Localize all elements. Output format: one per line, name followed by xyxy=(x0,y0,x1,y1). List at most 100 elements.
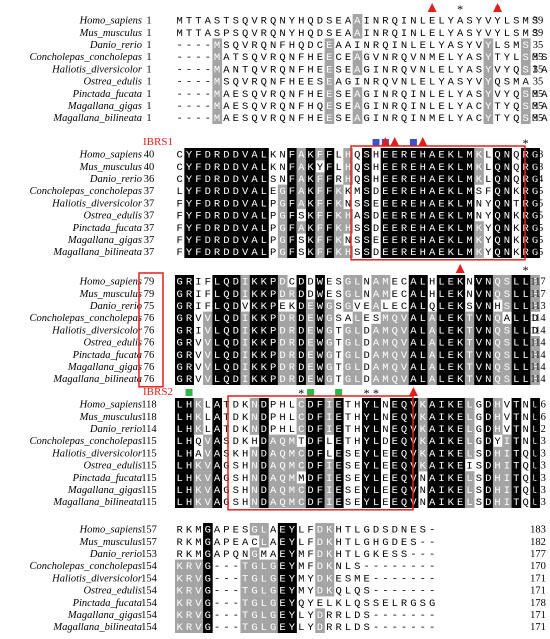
residue: R xyxy=(186,374,193,386)
residue: G xyxy=(177,289,183,301)
residue: Y xyxy=(438,77,445,89)
residue-bg xyxy=(315,275,325,288)
residue: G xyxy=(476,436,482,448)
residue-bg xyxy=(492,336,503,349)
residue-bg xyxy=(184,398,194,411)
residue-bg xyxy=(212,87,223,100)
residue: D xyxy=(261,412,267,424)
residue-bg xyxy=(315,348,325,361)
residue-bg xyxy=(446,336,456,349)
residue-bg xyxy=(259,483,269,496)
residue: D xyxy=(233,400,239,412)
residue-bg xyxy=(184,620,194,633)
residue: Q xyxy=(494,247,500,259)
residue: Y xyxy=(364,461,371,473)
residue: K xyxy=(177,586,184,598)
residue: D xyxy=(307,436,313,448)
residue: D xyxy=(485,448,491,460)
residue: Q xyxy=(251,89,257,101)
residue-bg xyxy=(305,233,316,246)
residue-bg xyxy=(530,233,540,246)
residue: - xyxy=(195,101,201,113)
residue: E xyxy=(410,223,416,235)
residue-bg xyxy=(418,311,428,324)
residue: A xyxy=(251,223,258,235)
residue: N xyxy=(476,198,482,210)
residue-bg xyxy=(502,372,512,385)
residue-bg xyxy=(277,311,288,324)
residue: P xyxy=(270,424,276,436)
residue-bg xyxy=(324,233,335,246)
residue: G xyxy=(279,198,285,210)
residue-bg xyxy=(520,323,531,337)
residue-bg xyxy=(231,348,241,361)
residue-bg xyxy=(231,172,241,185)
residue: G xyxy=(251,561,257,573)
residue: L xyxy=(513,277,519,289)
residue: L xyxy=(326,448,332,460)
residue-bg xyxy=(184,608,194,621)
residue: F xyxy=(298,52,304,64)
residue: Q xyxy=(279,436,285,448)
residue: R xyxy=(289,338,296,350)
residue-bg xyxy=(221,372,232,385)
residue: P xyxy=(270,338,276,350)
residue: K xyxy=(251,325,258,337)
residue: V xyxy=(195,610,202,622)
residue: G xyxy=(532,247,538,259)
residue: M xyxy=(354,573,360,585)
species-name: Magallana_bilineata xyxy=(52,374,142,385)
residue: V xyxy=(205,485,212,497)
residue-bg xyxy=(390,233,400,246)
residue-bg xyxy=(446,323,456,337)
residue: - xyxy=(364,561,370,573)
residue-bg xyxy=(268,495,279,508)
residue: V xyxy=(476,289,483,301)
residue: M xyxy=(466,223,472,235)
residue-bg xyxy=(520,233,531,246)
residue-bg xyxy=(352,62,363,76)
residue: I xyxy=(326,461,332,473)
residue: V xyxy=(485,16,492,28)
residue-bg xyxy=(203,434,213,447)
residue: S xyxy=(504,338,510,350)
residue: R xyxy=(214,247,221,259)
residue-bg xyxy=(399,221,410,234)
residue: H xyxy=(345,211,351,223)
residue: K xyxy=(448,198,455,210)
residue: S xyxy=(298,247,304,259)
residue-bg xyxy=(315,172,325,185)
residue: - xyxy=(205,40,211,52)
residue: F xyxy=(177,247,183,259)
residue: V xyxy=(242,247,249,259)
residue-bg xyxy=(483,299,494,312)
residue: L xyxy=(261,598,267,610)
residue: Q xyxy=(279,461,285,473)
residue: D xyxy=(298,350,304,362)
residue: Q xyxy=(494,174,500,186)
residue-bg xyxy=(296,323,307,337)
residue: W xyxy=(317,374,324,386)
residue: L xyxy=(513,362,519,374)
residue: A xyxy=(541,64,548,76)
residue: E xyxy=(326,52,332,64)
residue: Q xyxy=(513,150,519,162)
residue-bg xyxy=(231,184,241,197)
residue: - xyxy=(373,610,379,622)
start-position: 115 xyxy=(141,497,156,508)
residue: A xyxy=(251,174,258,186)
residue-bg xyxy=(240,233,251,246)
residue-bg xyxy=(305,495,316,508)
residue: V xyxy=(195,561,202,573)
residue-bg xyxy=(436,209,447,222)
residue-bg xyxy=(203,459,213,472)
residue-bg xyxy=(352,372,363,385)
residue-bg xyxy=(483,99,494,112)
residue: Y xyxy=(466,40,473,52)
residue: E xyxy=(335,473,341,485)
residue-bg xyxy=(483,446,494,460)
residue: - xyxy=(177,89,183,101)
residue: Y xyxy=(307,573,314,585)
residue-bg xyxy=(221,160,232,173)
residue: R xyxy=(186,338,193,350)
